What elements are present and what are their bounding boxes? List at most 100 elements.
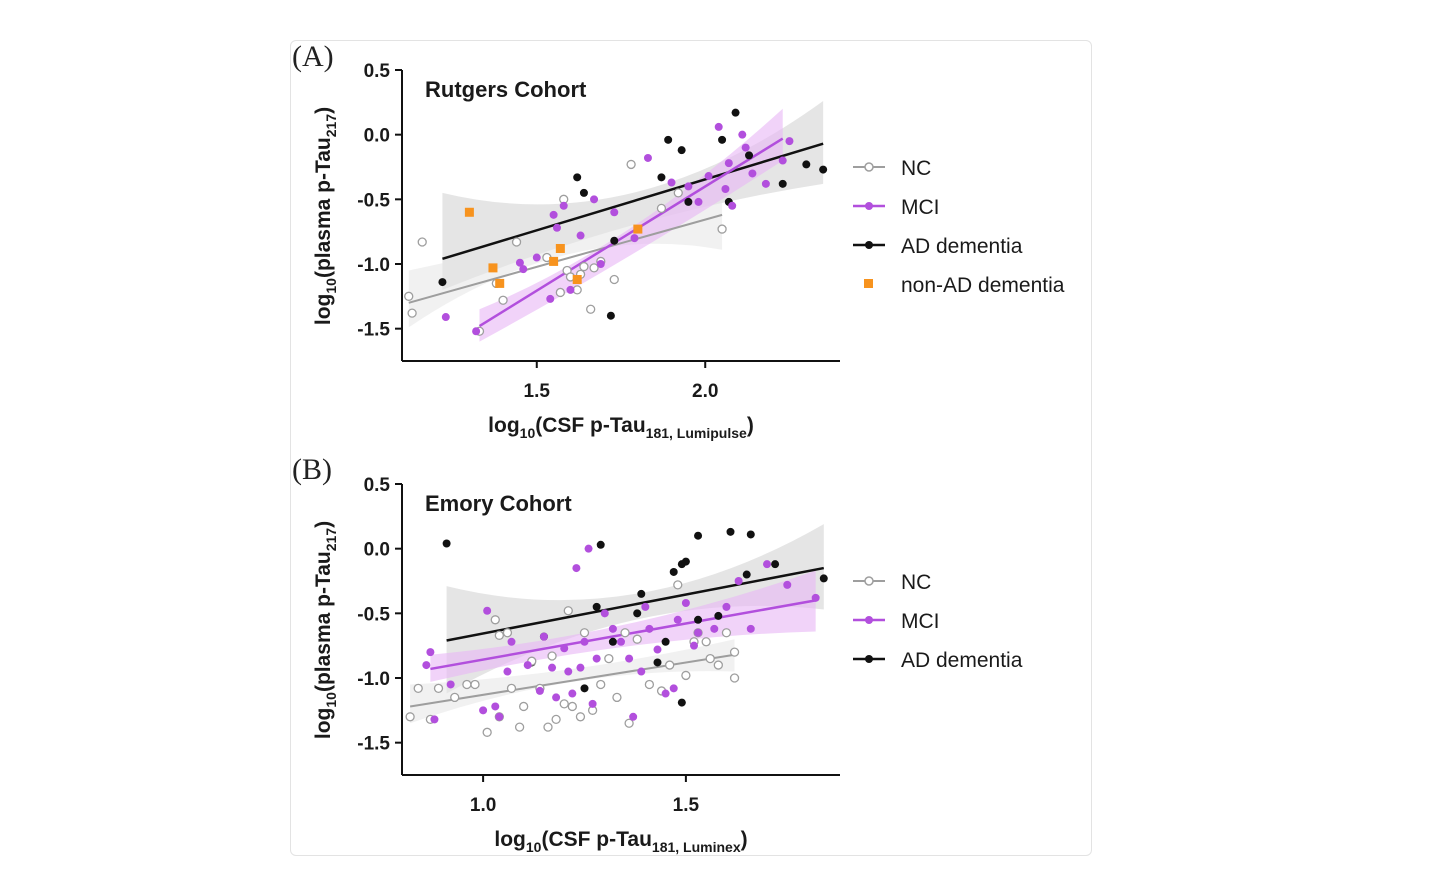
data-point-mci [728, 201, 737, 210]
data-point-nc [567, 701, 577, 712]
legend-a: NC MCI AD dementia non-AD dementia [853, 157, 1065, 297]
data-point-mci [661, 689, 670, 698]
x-axis-label-a: log10(CSF p-Tau181, Lumipulse) [488, 414, 754, 441]
data-point-mci [710, 624, 719, 633]
data-point-mci [630, 234, 639, 243]
data-point-ad-dementia [438, 278, 447, 287]
x-axis-label-b: log10(CSF p-Tau181, Luminex) [494, 828, 747, 855]
data-point-nc [626, 159, 636, 170]
data-point-mci [645, 624, 654, 633]
data-point-mci [746, 624, 755, 633]
data-point-ad-dementia [778, 179, 787, 188]
data-point-nc [586, 304, 596, 314]
data-point-nc [673, 188, 683, 198]
data-point-mci [669, 684, 678, 693]
data-point-nc [644, 679, 655, 690]
data-point-ad-dementia [580, 684, 589, 693]
data-point-mci [568, 689, 577, 698]
data-point-mci [588, 699, 597, 708]
data-point-nc [612, 692, 622, 703]
data-point-ad-dementia [694, 531, 703, 540]
data-point-non-ad-dementia [549, 256, 559, 266]
data-point-ad-dementia [718, 135, 727, 144]
data-point-non-ad-dementia [488, 263, 498, 273]
data-point-nc [632, 634, 642, 644]
data-point-mci [763, 560, 771, 569]
x-tick-label: 2.0 [692, 381, 718, 402]
data-point-ad-dementia [731, 108, 740, 117]
data-point-nc [609, 274, 619, 285]
y-tick-label: 0.0 [364, 126, 390, 147]
data-point-ad-dementia [714, 611, 723, 620]
data-point-mci [748, 169, 757, 178]
data-point-ad-dementia [442, 539, 451, 548]
data-point-mci [738, 130, 747, 139]
data-point-mci [653, 645, 662, 654]
data-point-ad-dementia [664, 135, 673, 144]
svg-text:NC: NC [901, 157, 931, 180]
data-point-ad-dementia [771, 560, 780, 569]
data-point-non-ad-dementia [633, 224, 643, 234]
data-point-non-ad-dementia [464, 207, 474, 217]
data-point-ad-dementia [657, 173, 666, 182]
data-point-mci [690, 641, 698, 650]
data-point-nc [579, 628, 590, 638]
y-tick-label: -1.5 [357, 320, 390, 341]
data-point-ad-dementia [742, 570, 751, 579]
data-point-nc [470, 679, 480, 690]
data-point-nc [543, 722, 553, 732]
data-point-mci [515, 258, 524, 267]
data-point-mci [722, 602, 731, 611]
data-point-ad-dementia [637, 589, 646, 598]
data-point-nc [596, 679, 606, 690]
data-point-non-ad-dementia [495, 278, 505, 288]
data-point-mci [734, 577, 743, 585]
data-point-ad-dementia [694, 615, 703, 624]
data-point-nc [404, 291, 414, 301]
data-point-ad-dementia [610, 236, 619, 245]
data-point-nc [407, 308, 417, 318]
data-point-mci [426, 648, 435, 657]
confidence-band-mci [479, 108, 783, 342]
data-point-nc [589, 263, 599, 273]
y-tick-label: 0.5 [364, 475, 391, 496]
data-point-mci [552, 693, 561, 702]
data-point-mci [590, 195, 599, 204]
data-point-nc [656, 203, 667, 214]
data-point-mci [566, 285, 575, 294]
fit-line-nc [409, 653, 735, 708]
data-point-nc [713, 660, 723, 670]
y-tick-label: -1.0 [357, 669, 390, 690]
data-point-nc [559, 699, 569, 709]
fit-line-mci [478, 137, 784, 328]
data-point-nc [563, 606, 573, 616]
fit-line-ad-dementia [442, 142, 824, 261]
panel-a: (A) Rutgers Cohort 0.5 0.0 -0.5 -1.0 -1.5 1.… [292, 40, 1065, 441]
data-point-ad-dementia [653, 658, 662, 667]
data-point-ad-dementia [746, 530, 755, 539]
legend-item-nc: NC [853, 571, 931, 594]
data-point-ad-dementia [579, 188, 588, 197]
svg-text:AD dementia: AD dementia [901, 235, 1023, 258]
data-point-nc [705, 653, 715, 664]
y-tick-label: 0.5 [364, 61, 391, 82]
data-point-mci [617, 637, 625, 646]
data-point-ad-dementia [596, 540, 605, 549]
panel-letter-a: (A) [292, 40, 334, 73]
data-point-mci [479, 706, 488, 715]
data-point-nc [490, 615, 500, 625]
data-point-mci [507, 637, 516, 646]
x-ticks-b: 1.0 1.5 [470, 775, 700, 816]
data-point-nc [681, 670, 691, 681]
data-point-mci [559, 201, 568, 210]
data-point-ad-dementia [819, 165, 828, 174]
data-point-nc [450, 692, 460, 703]
data-point-mci [694, 197, 703, 206]
data-point-mci [539, 632, 548, 641]
y-tick-label: -0.5 [357, 190, 390, 211]
data-point-nc [673, 580, 683, 590]
fit-lines-a [408, 137, 824, 328]
chart-title-b: Emory Cohort [425, 491, 572, 516]
data-point-mci [584, 544, 593, 553]
